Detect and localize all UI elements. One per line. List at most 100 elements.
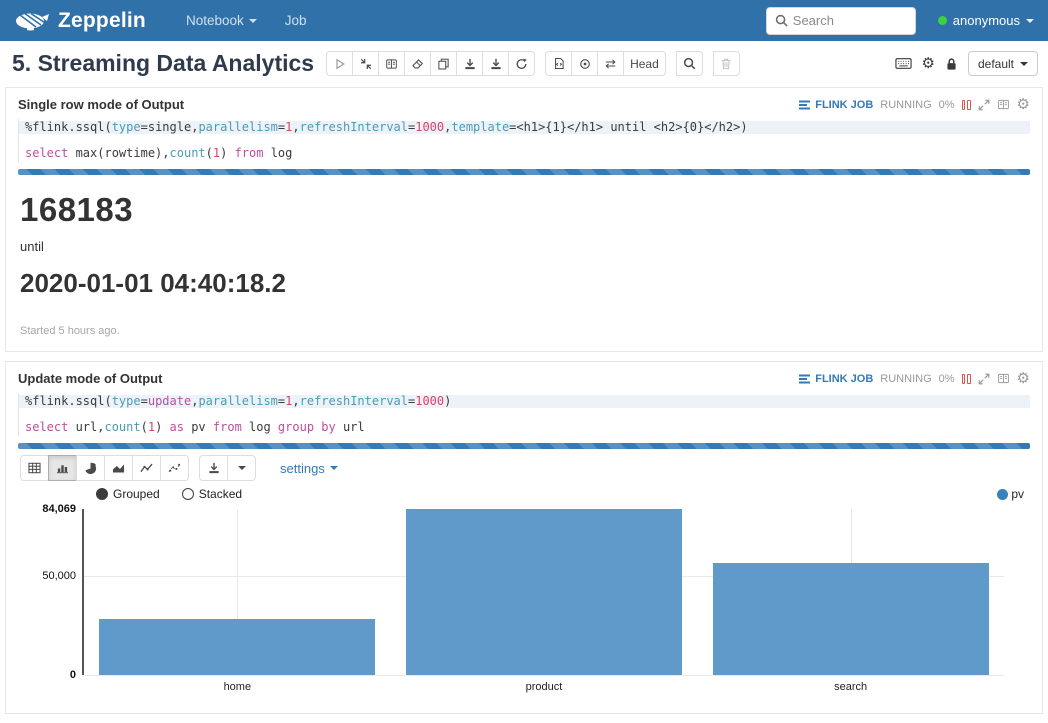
- scatter-chart-button[interactable]: [160, 455, 189, 481]
- expand-icon[interactable]: [978, 99, 990, 111]
- search-code-button[interactable]: [675, 51, 703, 76]
- code-line: select max(rowtime),count(1) from log: [25, 146, 293, 160]
- code-line: %flink.ssql(type=update,parallelism=1,re…: [19, 395, 1030, 408]
- code-line: %flink.ssql(type=single,parallelism=1,re…: [19, 121, 1030, 134]
- paragraph-progress-pct: 0%: [938, 372, 955, 385]
- flink-job-link[interactable]: FLINK JOB: [799, 373, 873, 385]
- x-tick-line: [237, 509, 239, 675]
- search-icon: [775, 14, 788, 27]
- single-row-output: 168183 until 2020-01-01 04:40:18.2 Start…: [18, 191, 1030, 337]
- bar-home[interactable]: [99, 618, 376, 675]
- area-chart-button[interactable]: [104, 455, 133, 481]
- legend-label: pv: [1011, 487, 1024, 501]
- stacked-radio[interactable]: Stacked: [181, 487, 242, 501]
- paragraph-settings-icon[interactable]: ⚙: [1016, 96, 1030, 113]
- line-chart-button[interactable]: [132, 455, 161, 481]
- y-axis-tick-label: 50,000: [42, 570, 76, 583]
- compare-revisions-button[interactable]: ⇄: [597, 51, 625, 76]
- viz-toolbar: settings: [20, 455, 1030, 481]
- flink-job-icon: [799, 100, 811, 109]
- delete-note-button[interactable]: [712, 51, 740, 76]
- x-axis-label: search: [834, 681, 868, 693]
- code-editor[interactable]: %flink.ssql(type=single,parallelism=1,re…: [18, 119, 1030, 162]
- expand-icon[interactable]: [978, 373, 990, 385]
- export-note-button[interactable]: [456, 51, 484, 76]
- paragraph-title: Update mode of Output: [18, 371, 163, 386]
- username: anonymous: [952, 13, 1020, 28]
- paragraph-state: RUNNING: [880, 372, 932, 385]
- paragraph-settings-icon[interactable]: ⚙: [1016, 370, 1030, 387]
- collapse-paragraphs-button[interactable]: [352, 51, 380, 76]
- chevron-down-icon: [1020, 61, 1028, 66]
- y-axis-line: [82, 509, 84, 675]
- search-group: [675, 51, 703, 76]
- note-actions-group: [326, 51, 536, 76]
- search-box[interactable]: [765, 6, 916, 35]
- output-secondary-value: 2020-01-01 04:40:18.2: [20, 268, 286, 298]
- set-revision-button[interactable]: [571, 51, 599, 76]
- paragraph-header: Single row mode of Output FLINK JOB RUNN…: [18, 97, 1030, 112]
- head-revision-button[interactable]: Head: [623, 51, 666, 76]
- bar-search[interactable]: [712, 563, 989, 675]
- permissions-lock-icon[interactable]: [945, 57, 958, 71]
- pause-icon[interactable]: [961, 99, 971, 110]
- table-view-button[interactable]: [20, 455, 49, 481]
- paragraph-single-row: Single row mode of Output FLINK JOB RUNN…: [5, 87, 1043, 352]
- nav-job[interactable]: Job: [284, 13, 307, 28]
- pie-chart-button[interactable]: [76, 455, 105, 481]
- editor-toggle-icon[interactable]: [997, 373, 1010, 384]
- keyboard-shortcuts-icon[interactable]: [894, 57, 912, 70]
- paragraph-progress-pct: 0%: [938, 98, 955, 111]
- download-group: [199, 455, 256, 481]
- nav-notebook[interactable]: Notebook: [186, 13, 257, 28]
- legend-item-pv[interactable]: pv: [997, 487, 1024, 501]
- plot-grid: home product search: [84, 509, 1004, 693]
- code-editor[interactable]: %flink.ssql(type=update,parallelism=1,re…: [18, 393, 1030, 436]
- bar-product[interactable]: [406, 509, 682, 675]
- trash-group: [712, 51, 740, 76]
- zeppelin-brand[interactable]: Zeppelin: [14, 9, 146, 33]
- version-control-button[interactable]: [545, 51, 573, 76]
- flink-job-link[interactable]: FLINK JOB: [799, 99, 873, 111]
- chevron-down-icon: [1026, 18, 1034, 23]
- settings-toggle[interactable]: settings: [280, 461, 338, 476]
- flink-job-icon: [799, 374, 811, 383]
- brand-name: Zeppelin: [58, 8, 146, 32]
- reload-note-button[interactable]: [508, 51, 536, 76]
- plot-area: home product search 84,069 50,000 0: [18, 503, 1030, 693]
- revision-group: ⇄ Head: [545, 51, 666, 76]
- output-separator: until: [20, 239, 44, 254]
- x-axis-label: product: [525, 681, 563, 693]
- chart-mode-controls: Grouped Stacked: [96, 487, 242, 501]
- user-menu[interactable]: anonymous: [937, 13, 1034, 28]
- x-axis-label: home: [223, 681, 252, 693]
- note-title[interactable]: 5. Streaming Data Analytics: [12, 50, 315, 76]
- chevron-down-icon: [248, 18, 257, 23]
- download-data-button[interactable]: [199, 455, 228, 481]
- show-hide-code-button[interactable]: [378, 51, 406, 76]
- clone-note-button[interactable]: [430, 51, 458, 76]
- editor-toggle-icon[interactable]: [997, 99, 1010, 110]
- clear-output-button[interactable]: [404, 51, 432, 76]
- grouped-radio[interactable]: Grouped: [96, 487, 160, 501]
- import-note-button[interactable]: [482, 51, 510, 76]
- paragraph-header: Update mode of Output FLINK JOB RUNNING …: [18, 371, 1030, 386]
- display-mode-dropdown[interactable]: default: [967, 51, 1038, 76]
- legend-dot-icon: [997, 488, 1009, 500]
- top-navbar: Zeppelin Notebook Job anonymous: [0, 0, 1048, 41]
- code-line: select url,count(1) as pv from log group…: [25, 420, 365, 434]
- pause-icon[interactable]: [961, 373, 971, 384]
- interpreter-settings-icon[interactable]: ⚙: [921, 55, 935, 72]
- download-options-button[interactable]: [227, 455, 256, 481]
- search-input[interactable]: [792, 13, 907, 28]
- chevron-down-icon: [237, 466, 246, 470]
- run-all-button[interactable]: [326, 51, 354, 76]
- bar-chart: Grouped Stacked pv home product search 84,…: [18, 487, 1030, 699]
- chevron-down-icon: [329, 466, 338, 470]
- chart-type-group: [20, 455, 189, 481]
- chart-slot-home: home: [84, 509, 391, 693]
- bar-chart-button[interactable]: [48, 455, 77, 481]
- output-primary-value: 168183: [20, 191, 134, 228]
- chart-slot-product: product: [391, 509, 698, 693]
- paragraph-state: RUNNING: [880, 98, 932, 111]
